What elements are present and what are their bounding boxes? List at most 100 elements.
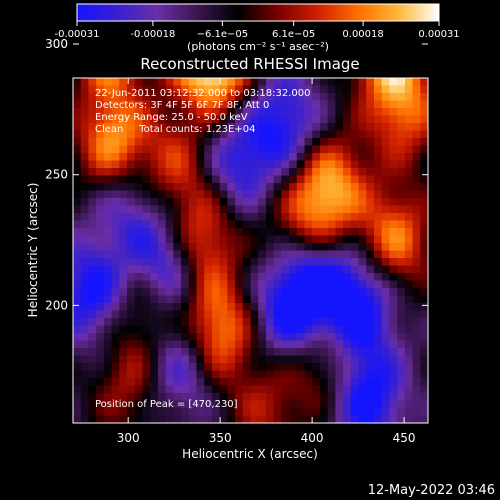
- heatmap-cell: [173, 408, 182, 416]
- heatmap-cell: [119, 93, 128, 101]
- heatmap-cell: [242, 115, 251, 124]
- heatmap-cell: [88, 115, 97, 124]
- heatmap-cell: [281, 115, 290, 124]
- heatmap-cell: [211, 385, 221, 394]
- heatmap-cell: [119, 273, 128, 281]
- heatmap-cell: [250, 93, 259, 101]
- heatmap-cell: [343, 258, 352, 266]
- heatmap-cell: [134, 160, 143, 169]
- heatmap-cell: [327, 130, 336, 139]
- heatmap-cell: [219, 318, 228, 326]
- heatmap-cell: [412, 100, 421, 109]
- x-axis-label: Heliocentric X (arcsec): [182, 447, 318, 461]
- y-tick-label: 300: [45, 37, 68, 51]
- x-tick-label: 450: [393, 431, 416, 445]
- heatmap-cell: [358, 235, 367, 244]
- heatmap-cell: [181, 205, 190, 214]
- heatmap-cell: [103, 318, 112, 326]
- heatmap-cell: [397, 340, 406, 349]
- heatmap-cell: [258, 408, 267, 416]
- heatmap-cell: [181, 288, 190, 296]
- heatmap-cell: [319, 100, 329, 109]
- heatmap-cell: [335, 168, 344, 176]
- heatmap-cell: [296, 415, 305, 423]
- heatmap-cell: [265, 325, 275, 334]
- heatmap-cell: [312, 85, 321, 94]
- heatmap-cell: [142, 385, 151, 394]
- heatmap-cell: [150, 400, 159, 409]
- heatmap-cell: [235, 250, 244, 259]
- heatmap-cell: [103, 340, 112, 349]
- heatmap-cell: [127, 250, 136, 259]
- heatmap-cell: [296, 325, 305, 334]
- heatmap-cell: [358, 348, 367, 356]
- heatmap-cell: [150, 415, 159, 423]
- heatmap-cell: [242, 400, 251, 409]
- heatmap-cell: [204, 393, 213, 401]
- heatmap-cell: [381, 190, 390, 199]
- heatmap-cell: [227, 370, 236, 379]
- heatmap-cell: [157, 183, 167, 191]
- heatmap-cell: [188, 250, 197, 259]
- heatmap-cell: [335, 340, 344, 349]
- heatmap-cell: [127, 190, 136, 199]
- x-axis: 300 350 400 450: [117, 78, 416, 445]
- heatmap-cell: [227, 220, 236, 229]
- heatmap-cell: [181, 318, 190, 326]
- heatmap-cell: [258, 370, 267, 379]
- heatmap-cell: [96, 385, 105, 394]
- heatmap-cell: [420, 378, 428, 386]
- heatmap-cell: [134, 153, 143, 161]
- heatmap-cell: [73, 288, 82, 296]
- heatmap-cell: [265, 310, 275, 319]
- heatmap-cell: [312, 273, 321, 281]
- heatmap-cell: [304, 138, 313, 146]
- heatmap-cell: [73, 258, 82, 266]
- heatmap-cell: [150, 168, 159, 176]
- heatmap-cell: [358, 295, 367, 304]
- heatmap-cell: [96, 220, 105, 229]
- heatmap-cell: [296, 190, 305, 199]
- heatmap-cell: [88, 318, 97, 326]
- heatmap-cell: [242, 303, 251, 311]
- heatmap-cell: [188, 325, 197, 334]
- heatmap-cell: [327, 228, 336, 236]
- heatmap-cell: [335, 348, 344, 356]
- heatmap-cell: [358, 198, 367, 206]
- heatmap-cell: [142, 160, 151, 169]
- heatmap-cell: [397, 160, 406, 169]
- heatmap-cell: [142, 333, 151, 341]
- heatmap-cell: [258, 85, 267, 94]
- heatmap-cell: [281, 250, 290, 259]
- heatmap-cell: [366, 250, 375, 259]
- heatmap-cell: [181, 160, 190, 169]
- heatmap-cell: [258, 258, 267, 266]
- heatmap-cell: [96, 198, 105, 206]
- heatmap-cell: [127, 415, 136, 423]
- heatmap-cell: [296, 310, 305, 319]
- heatmap-cell: [296, 205, 305, 214]
- heatmap-cell: [273, 340, 282, 349]
- heatmap-cell: [242, 78, 251, 86]
- heatmap-cell: [142, 325, 151, 334]
- heatmap-cell: [381, 183, 390, 191]
- heatmap-cell: [366, 258, 375, 266]
- heatmap-cell: [258, 100, 267, 109]
- heatmap-cell: [373, 408, 383, 416]
- heatmap-cell: [381, 108, 390, 116]
- heatmap-cell: [312, 258, 321, 266]
- heatmap-cell: [343, 310, 352, 319]
- heatmap-cell: [343, 198, 352, 206]
- heatmap-cell: [211, 175, 221, 184]
- heatmap-cell: [134, 100, 143, 109]
- heatmap-cell: [211, 348, 221, 356]
- heatmap-cell: [227, 78, 236, 86]
- heatmap-cell: [157, 175, 167, 184]
- heatmap-cell: [289, 370, 298, 379]
- heatmap-cell: [343, 138, 352, 146]
- heatmap-cell: [157, 243, 167, 251]
- heatmap-cell: [103, 250, 112, 259]
- heatmap-cell: [111, 243, 120, 251]
- heatmap-cell: [281, 400, 290, 409]
- heatmap-cell: [373, 183, 383, 191]
